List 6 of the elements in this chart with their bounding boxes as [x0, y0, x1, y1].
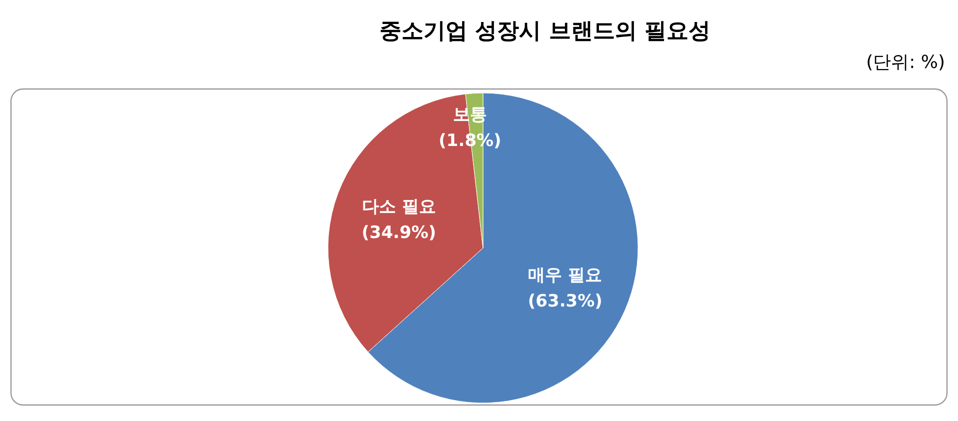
chart-title: 중소기업 성장시 브랜드의 필요성 — [380, 18, 710, 44]
text: (단위: %) — [866, 52, 945, 73]
data-label: (63.3%) — [528, 291, 602, 312]
slice-label: 다소 필요 — [362, 197, 436, 218]
slice-label: 매우 필요 — [528, 265, 602, 286]
data-label: (34.9%) — [362, 223, 436, 244]
